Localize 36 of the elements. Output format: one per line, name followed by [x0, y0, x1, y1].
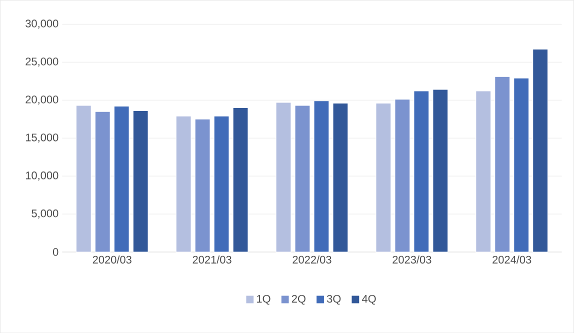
bar [76, 105, 92, 252]
bar [394, 98, 410, 252]
bar [94, 111, 110, 252]
y-tick-label: 5,000 [32, 209, 58, 218]
bar [276, 102, 292, 252]
bar [332, 102, 348, 252]
bar [176, 116, 192, 252]
x-tick-label: 2024/03 [492, 255, 532, 264]
legend-label: 1Q [257, 294, 270, 305]
y-tick-label: 0 [52, 248, 58, 256]
legend-label: 3Q [326, 294, 341, 305]
bar [376, 102, 392, 252]
legend-label: 4Q [362, 294, 376, 305]
x-tick-label: 2020/03 [92, 255, 132, 264]
y-tick-label: 20,000 [26, 96, 58, 105]
bar [214, 116, 230, 252]
bar [532, 48, 548, 252]
bar [314, 100, 330, 252]
y-tick-label: 10,000 [26, 171, 58, 181]
bar [476, 90, 492, 252]
y-tick-label: 15,000 [26, 134, 58, 143]
y-tick-label: 30,000 [26, 20, 58, 29]
y-tick-label: 25,000 [26, 58, 58, 67]
bar [232, 107, 248, 252]
bar [132, 110, 148, 252]
bar [414, 90, 430, 252]
x-tick-label: 2023/03 [392, 255, 432, 264]
bar [514, 78, 530, 252]
bar [494, 76, 510, 252]
legend-label: 2Q [292, 294, 306, 305]
x-tick-label: 2022/03 [292, 255, 332, 264]
bar [194, 118, 210, 252]
bar [432, 89, 448, 252]
x-tick-label: 2021/03 [192, 255, 232, 264]
bar [114, 106, 130, 252]
bar [294, 105, 310, 252]
